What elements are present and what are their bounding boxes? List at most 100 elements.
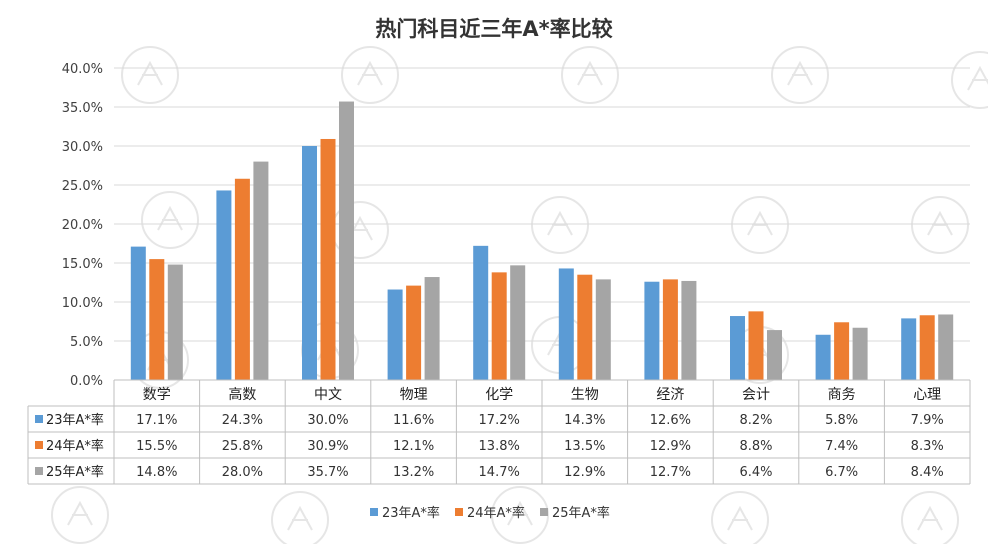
data-label: 7.9% (911, 413, 944, 428)
watermark-mark-icon (747, 210, 773, 236)
series-swatch (35, 415, 43, 423)
watermark-logo-icon (561, 46, 619, 104)
bar (834, 322, 850, 380)
y-tick-label: 0.0% (70, 374, 103, 389)
data-label: 13.2% (393, 465, 434, 480)
data-table: 数学 高数 中文 物理 化学 生物 经济 会计 商务 心理 23年A*率 17.1% 24.3% 30.0… (27, 379, 971, 485)
data-label: 14.8% (136, 465, 177, 480)
category-label: 物理 (400, 387, 428, 403)
legend-swatch (540, 508, 548, 516)
data-label: 28.0% (222, 465, 263, 480)
y-tick-label: 35.0% (62, 101, 103, 116)
category-label: 中文 (314, 387, 342, 403)
bar (424, 277, 440, 380)
bar (730, 316, 745, 380)
data-label: 5.8% (825, 413, 858, 428)
data-label: 25.8% (222, 439, 263, 454)
watermark-logo-icon (951, 51, 988, 109)
category-label: 会计 (742, 387, 770, 403)
watermark-mark-icon (727, 505, 753, 531)
data-label: 14.7% (479, 465, 520, 480)
bar (302, 146, 317, 380)
bar (130, 246, 146, 380)
data-label: 6.4% (739, 465, 772, 480)
watermark-mark-icon (577, 60, 603, 86)
watermark-mark-icon (157, 205, 183, 231)
data-label: 11.6% (393, 413, 434, 428)
data-label: 8.2% (739, 413, 772, 428)
watermark-logo-icon (341, 46, 399, 104)
legend-swatch (370, 508, 378, 516)
y-tick-label: 25.0% (62, 179, 103, 194)
bar (919, 315, 935, 380)
y-tick-label: 30.0% (62, 140, 103, 155)
watermark-logo-icon (911, 196, 969, 254)
series-swatch (35, 467, 43, 475)
legend-swatch (455, 508, 463, 516)
bar (644, 281, 660, 380)
series-swatch (35, 441, 43, 449)
watermark-mark-icon (507, 500, 533, 526)
data-label: 13.8% (479, 439, 520, 454)
bar (681, 280, 697, 380)
watermark-mark-icon (917, 505, 943, 531)
watermark-mark-icon (137, 60, 163, 86)
bar (767, 330, 782, 380)
data-label: 12.6% (650, 413, 691, 428)
data-label: 12.9% (564, 465, 605, 480)
data-label: 8.8% (739, 439, 772, 454)
data-label: 30.0% (307, 413, 348, 428)
category-label: 数学 (143, 387, 171, 403)
watermark-mark-icon (547, 210, 573, 236)
bar (901, 318, 917, 380)
watermark-mark-icon (67, 500, 93, 526)
series-row-label: 24年A*率 (46, 438, 104, 454)
bar (234, 178, 250, 380)
chart-title: 热门科目近三年A*率比较 (375, 17, 612, 41)
watermark-logo-icon (901, 491, 959, 544)
bar (473, 245, 489, 380)
bar (852, 327, 868, 380)
watermark-logo-icon (711, 491, 769, 544)
bar (167, 264, 183, 380)
bar (491, 272, 507, 380)
data-label: 6.7% (825, 465, 858, 480)
bar (339, 101, 354, 380)
bar (748, 311, 764, 380)
legend-label: 25年A*率 (552, 505, 610, 521)
bar (216, 190, 232, 380)
bar (577, 274, 593, 380)
watermark-mark-icon (927, 210, 953, 236)
category-label: 商务 (828, 387, 856, 403)
data-label: 15.5% (136, 439, 177, 454)
watermark-mark-icon (967, 65, 988, 91)
category-label: 心理 (913, 387, 941, 403)
bar (320, 138, 336, 380)
watermark-mark-icon (787, 60, 813, 86)
y-tick-label: 10.0% (62, 296, 103, 311)
bar (510, 265, 526, 380)
bar (595, 279, 611, 380)
y-tick-label: 20.0% (62, 218, 103, 233)
watermark-mark-icon (287, 505, 313, 531)
legend-label: 24年A*率 (467, 505, 525, 521)
category-label: 高数 (228, 386, 256, 403)
data-label: 8.4% (911, 465, 944, 480)
data-label: 12.1% (393, 439, 434, 454)
bar (558, 268, 574, 380)
data-label: 12.9% (650, 439, 691, 454)
category-label: 经济 (656, 387, 684, 403)
bar (406, 285, 422, 380)
y-axis: 0.0% 5.0% 10.0% 15.0% 20.0% 25.0% 30.0% 35.0% 40… (62, 62, 103, 389)
watermark-logo-icon (771, 46, 829, 104)
watermark-logo-icon (51, 486, 109, 544)
watermark-logo-icon (271, 491, 329, 544)
y-tick-label: 40.0% (62, 62, 103, 77)
y-tick-label: 15.0% (62, 257, 103, 272)
watermark-mark-icon (357, 60, 383, 86)
data-label: 7.4% (825, 439, 858, 454)
data-label: 12.7% (650, 465, 691, 480)
watermark-logo-icon (121, 46, 179, 104)
y-tick-label: 5.0% (70, 335, 103, 350)
